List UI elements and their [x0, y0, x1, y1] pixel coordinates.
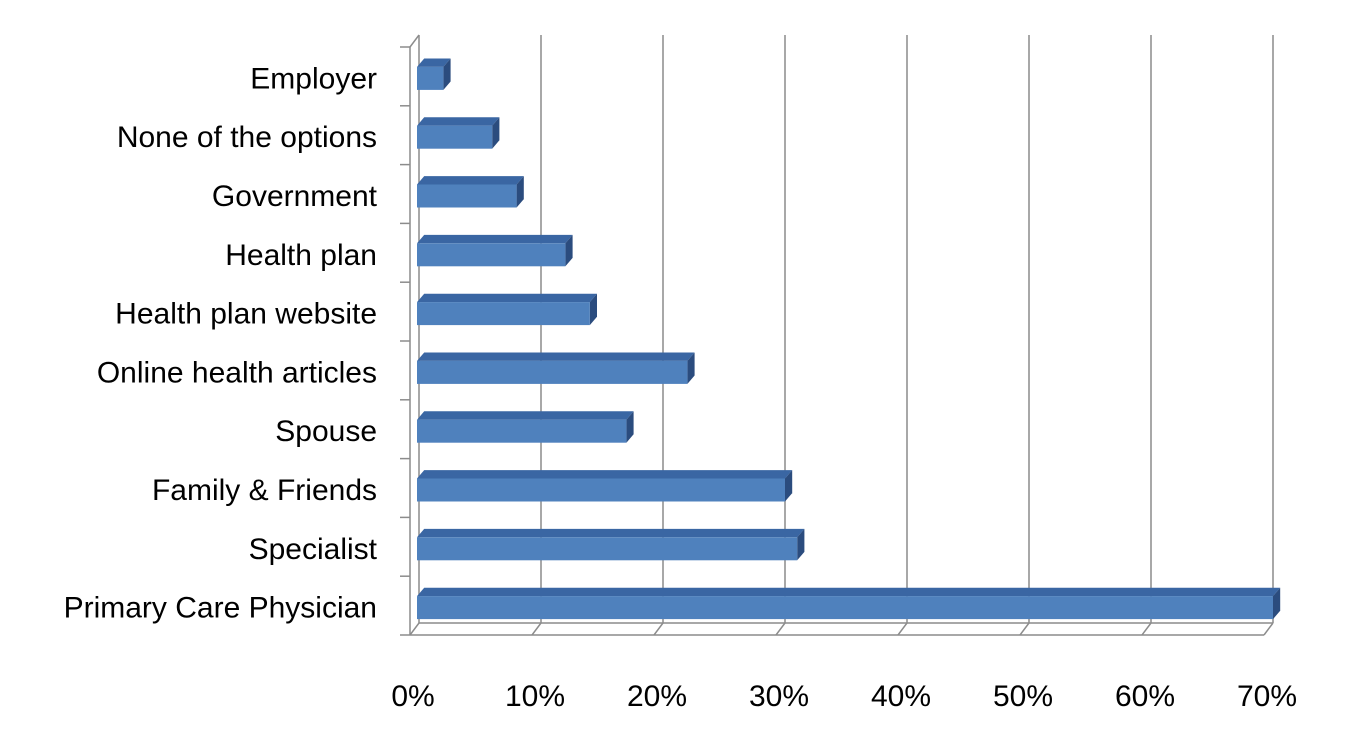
bar-side-face [589, 293, 597, 326]
floor-gridline [775, 622, 786, 636]
x-tick-label: 70% [1237, 680, 1297, 713]
bar-top-face [417, 234, 573, 244]
bar-side-face [443, 58, 451, 90]
floor-gridline [1019, 622, 1030, 636]
bar-spouse [417, 411, 634, 443]
bar-government [417, 176, 524, 208]
bar-front-face [417, 243, 566, 267]
bar-health-plan [417, 234, 573, 267]
floor-gridline [897, 622, 908, 636]
floor-gridline [1141, 622, 1152, 636]
bar-side-face [687, 352, 695, 384]
side-wall-top-edge [409, 34, 420, 48]
bar-primary-care-physician [417, 587, 1281, 620]
category-label: Primary Care Physician [64, 592, 377, 625]
bar-front-face [417, 184, 517, 208]
x-tick-label: 40% [871, 680, 931, 713]
bar-top-face [417, 352, 695, 361]
bar-online-health-articles [417, 352, 695, 384]
bar-front-face [417, 360, 688, 384]
category-label: Specialist [249, 533, 378, 566]
x-tick-label: 20% [627, 680, 687, 713]
x-tick-label: 60% [1115, 680, 1175, 713]
bar-front-face [417, 66, 444, 90]
bar-top-face [417, 58, 451, 67]
bar-top-face [417, 176, 524, 185]
category-label: Online health articles [97, 356, 377, 389]
bar-front-face [417, 419, 627, 443]
bar-side-face [797, 528, 805, 561]
bar-top-face [417, 293, 597, 303]
category-label: Spouse [275, 415, 377, 448]
floor-gridline [653, 622, 664, 636]
bar-employer [417, 58, 451, 90]
bar-top-face [417, 470, 793, 479]
bar-none-of-the-options [417, 117, 500, 149]
category-label: Employer [250, 62, 377, 95]
gridlines [400, 34, 1274, 636]
bar-top-face [417, 411, 634, 420]
bar-side-face [785, 470, 793, 502]
bar-top-face [417, 528, 805, 538]
category-label: Health plan [225, 239, 377, 272]
bar-side-face [492, 117, 500, 149]
category-labels: Primary Care Physician Specialist Family &… [64, 62, 378, 624]
bar-health-plan-website [417, 293, 597, 326]
tick-labels: 0% 10% 20% 30% 40% 50% 60% 70% [391, 680, 1297, 713]
bar-front-face [417, 596, 1273, 620]
floor-gridline [409, 622, 420, 636]
floor-gridline [531, 622, 542, 636]
bar-specialist [417, 528, 805, 561]
bar-side-face [1273, 587, 1281, 620]
bar-side-face [516, 176, 524, 208]
x-tick-label: 0% [391, 680, 434, 713]
category-label: Health plan website [115, 298, 377, 331]
bar-family-and-friends [417, 470, 793, 502]
bar-side-face [626, 411, 634, 443]
bar-front-face [417, 302, 590, 326]
category-label: None of the options [117, 121, 377, 154]
bar-front-face [417, 478, 785, 502]
x-tick-label: 50% [993, 680, 1053, 713]
category-label: Family & Friends [152, 474, 377, 507]
x-tick-label: 10% [505, 680, 565, 713]
floor-gridline [1263, 622, 1274, 636]
bar-front-face [417, 125, 493, 149]
bar-top-face [417, 587, 1281, 597]
x-tick-label: 30% [749, 680, 809, 713]
bar-side-face [565, 234, 573, 267]
category-label: Government [212, 180, 378, 213]
bar-front-face [417, 537, 798, 561]
bar-top-face [417, 117, 500, 126]
bars [417, 58, 1281, 620]
